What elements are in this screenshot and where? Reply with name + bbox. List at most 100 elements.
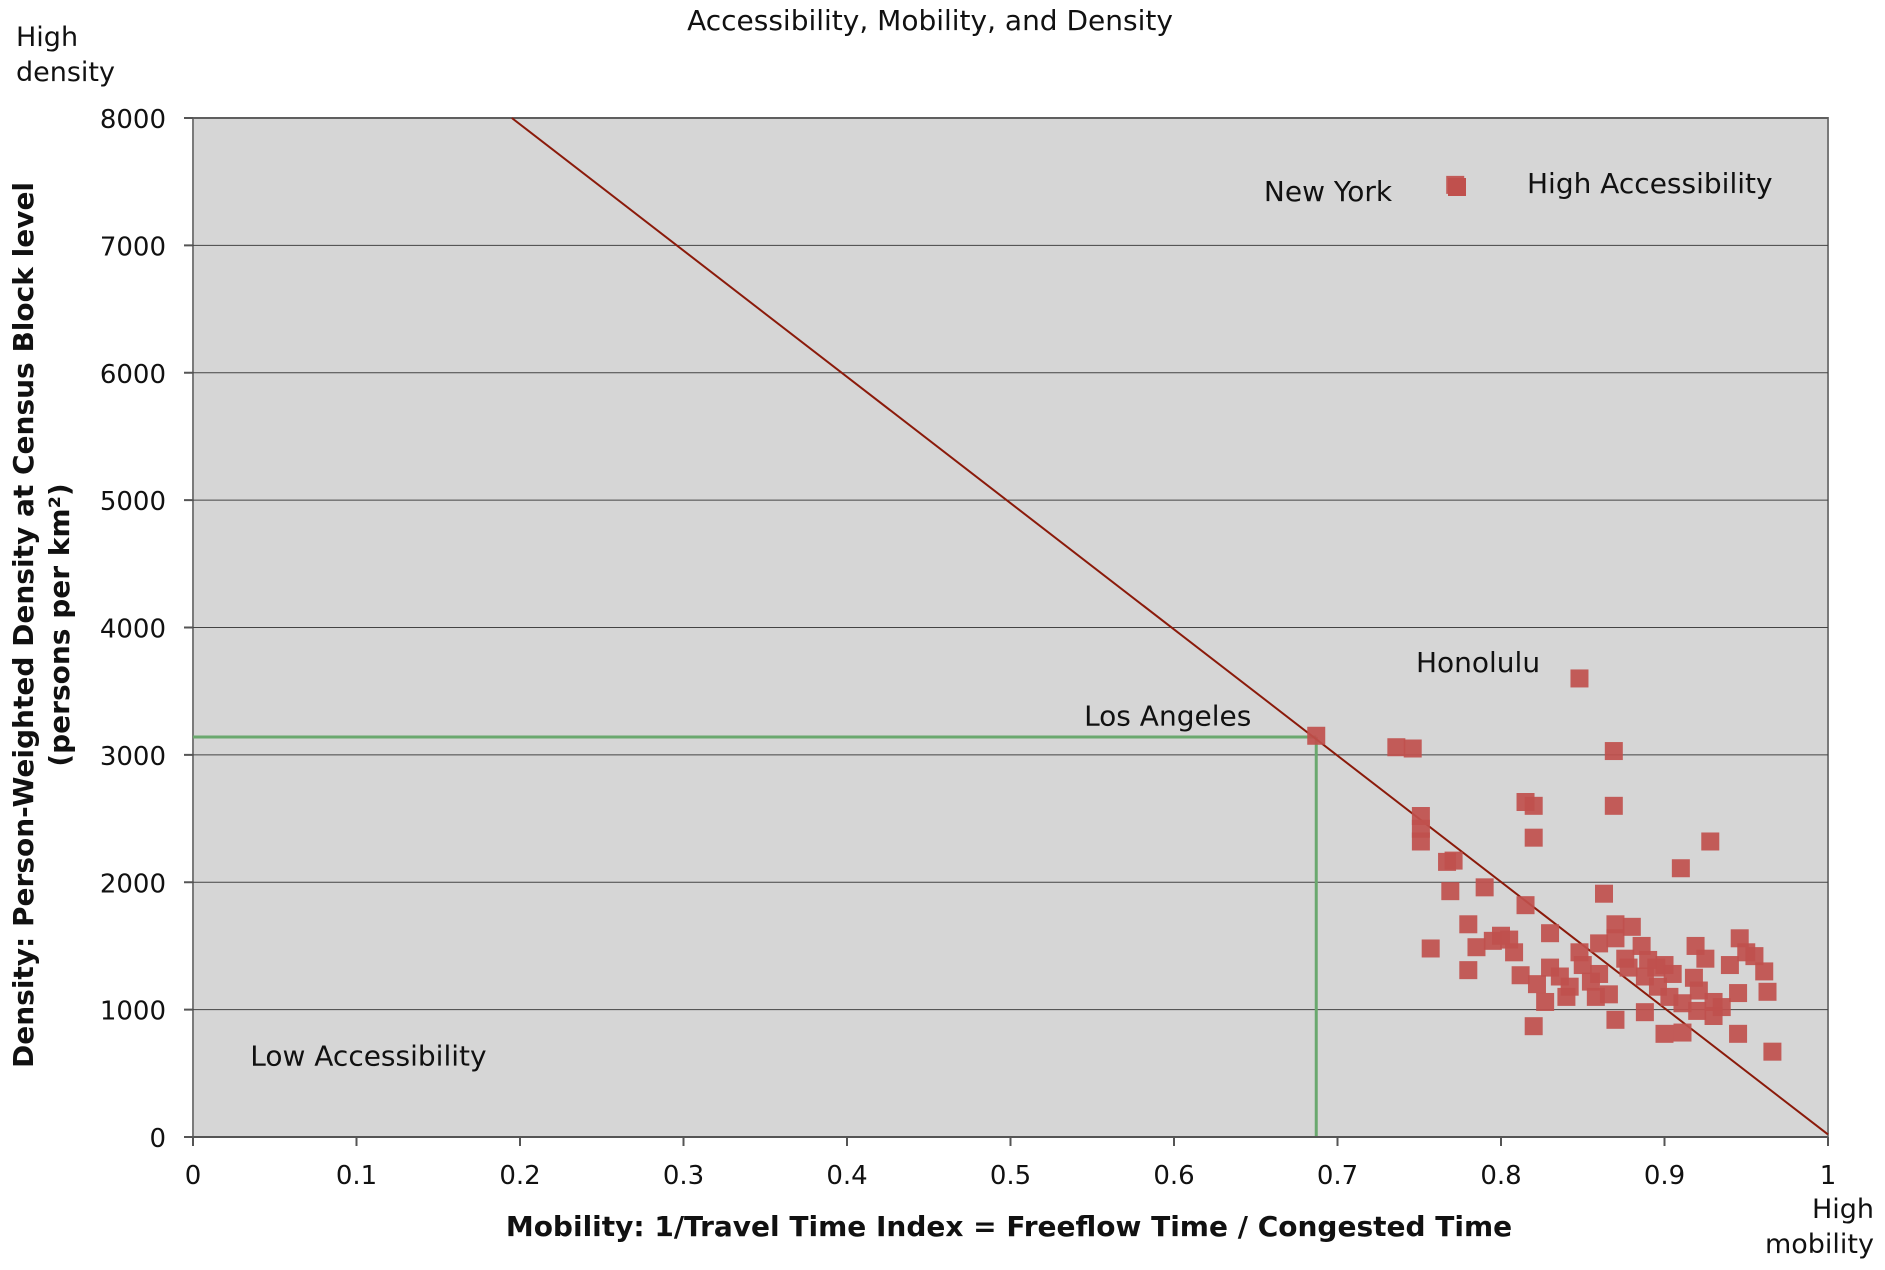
data-point-76 — [1729, 1024, 1748, 1043]
x-tick-label-3: 0.3 — [663, 1161, 704, 1191]
data-point-21 — [1459, 915, 1478, 934]
data-point-41 — [1696, 949, 1715, 968]
data-point-70 — [1635, 1003, 1654, 1022]
x-tick-label-6: 0.6 — [1153, 1161, 1194, 1191]
data-point-66 — [1729, 984, 1748, 1003]
data-point-45 — [1745, 947, 1764, 966]
data-point-35 — [1632, 936, 1651, 955]
data-point-30 — [1541, 924, 1560, 943]
data-point-61 — [1673, 994, 1692, 1013]
data-point-29 — [1505, 943, 1524, 962]
data-point-19 — [1516, 896, 1535, 915]
y-axis-corner-label-high: High — [16, 22, 78, 53]
data-point-43 — [1730, 929, 1749, 948]
data-point-18 — [1475, 878, 1494, 897]
x-axis-corner-label-high: High — [1812, 1194, 1874, 1225]
data-point-15 — [1524, 828, 1543, 847]
data-point-74 — [1688, 1001, 1707, 1020]
y-tick-label-0: 0 — [149, 1124, 166, 1154]
x-tick-label-1: 0.1 — [336, 1161, 377, 1191]
data-point-71 — [1606, 1010, 1625, 1029]
x-tick-label-5: 0.5 — [990, 1161, 1031, 1191]
y-tick-label-1: 1000 — [100, 997, 166, 1027]
data-point-77 — [1758, 982, 1777, 1001]
trend-line — [511, 117, 1829, 1136]
data-point-2 — [1570, 669, 1589, 688]
annotation-0: New York — [1264, 175, 1393, 208]
data-point-69 — [1586, 987, 1605, 1006]
data-points — [1307, 175, 1782, 1061]
data-point-57 — [1619, 958, 1638, 977]
data-point-13 — [1524, 796, 1543, 815]
data-point-53 — [1573, 956, 1592, 975]
legend: High Accessibility — [1448, 167, 1773, 200]
y-tick-label-7: 7000 — [100, 232, 166, 262]
data-point-72 — [1655, 1024, 1674, 1043]
annotations: New York Los Angeles Honolulu Low Accessibi… — [250, 175, 1540, 1073]
data-point-10 — [1444, 851, 1463, 870]
data-point-67 — [1536, 992, 1555, 1011]
x-tick-label-4: 0.4 — [826, 1161, 867, 1191]
x-tick-label-0: 0 — [185, 1161, 202, 1191]
data-point-33 — [1606, 929, 1625, 948]
trend-line-layer — [511, 117, 1829, 1136]
data-point-63 — [1689, 981, 1708, 1000]
x-axis-ticks: 0 0.1 0.2 0.3 0.4 0.5 0.6 0.7 0.8 0.9 1 — [185, 1136, 1837, 1191]
data-point-14 — [1604, 796, 1623, 815]
data-point-75 — [1704, 1006, 1723, 1025]
data-point-46 — [1755, 962, 1774, 981]
y-tick-label-6: 6000 — [100, 360, 166, 390]
data-point-22 — [1606, 915, 1625, 934]
y-axis-corner-label-density: density — [16, 57, 115, 88]
annotation-1: Los Angeles — [1084, 700, 1251, 733]
y-tick-label-4: 4000 — [100, 615, 166, 645]
annotation-2: Honolulu — [1416, 646, 1540, 679]
data-point-16 — [1701, 832, 1720, 851]
data-point-11 — [1441, 882, 1460, 901]
x-tick-label-2: 0.2 — [499, 1161, 540, 1191]
y-tick-label-8: 8000 — [100, 105, 166, 135]
reference-lines — [193, 735, 1318, 1137]
data-point-79 — [1524, 1017, 1543, 1036]
y-tick-label-3: 3000 — [100, 742, 166, 772]
data-point-8 — [1411, 832, 1430, 851]
data-point-17 — [1671, 859, 1690, 878]
data-point-78 — [1763, 1042, 1782, 1061]
x-tick-label-8: 0.8 — [1480, 1161, 1521, 1191]
legend-label: High Accessibility — [1527, 167, 1773, 200]
y-axis-label-group: Density: Person-Weighted Density at Cens… — [7, 182, 76, 1068]
data-point-32 — [1590, 934, 1609, 953]
data-point-42 — [1720, 956, 1739, 975]
y-tick-label-2: 2000 — [100, 869, 166, 899]
y-axis-ticks: 0 1000 2000 3000 4000 5000 6000 7000 8000 — [100, 105, 193, 1154]
x-axis-corner-label-mobility: mobility — [1765, 1229, 1874, 1260]
data-point-23 — [1622, 917, 1641, 936]
x-tick-label-7: 0.7 — [1317, 1161, 1358, 1191]
plot-area: New York Los Angeles Honolulu Low Accessibi… — [192, 117, 1829, 1138]
data-point-47 — [1459, 961, 1478, 980]
data-point-1 — [1307, 726, 1326, 745]
x-tick-label-9: 0.9 — [1644, 1161, 1685, 1191]
annotation-3: Low Accessibility — [250, 1040, 486, 1073]
data-point-25 — [1467, 938, 1486, 957]
y-axis-label: Density: Person-Weighted Density at Cens… — [7, 182, 40, 1068]
y-axis-label-units: (persons per km²) — [43, 483, 76, 766]
data-point-4 — [1403, 739, 1422, 758]
y-tick-label-5: 5000 — [100, 487, 166, 517]
data-point-49 — [1527, 975, 1546, 994]
data-point-20 — [1595, 884, 1614, 903]
data-point-68 — [1557, 987, 1576, 1006]
data-point-24 — [1421, 939, 1440, 958]
data-point-3 — [1387, 738, 1406, 757]
chart-title: Accessibility, Mobility, and Density — [687, 4, 1173, 37]
data-point-48 — [1511, 966, 1530, 985]
x-axis-label: Mobility: 1/Travel Time Index = Freeflow… — [506, 1210, 1512, 1243]
gridlines — [193, 117, 1828, 1011]
data-point-39 — [1663, 964, 1682, 983]
data-point-5 — [1604, 742, 1623, 761]
x-tick-label-10: 1 — [1820, 1161, 1837, 1191]
data-point-55 — [1590, 964, 1609, 983]
legend-marker — [1448, 178, 1466, 196]
data-point-73 — [1673, 1023, 1692, 1042]
